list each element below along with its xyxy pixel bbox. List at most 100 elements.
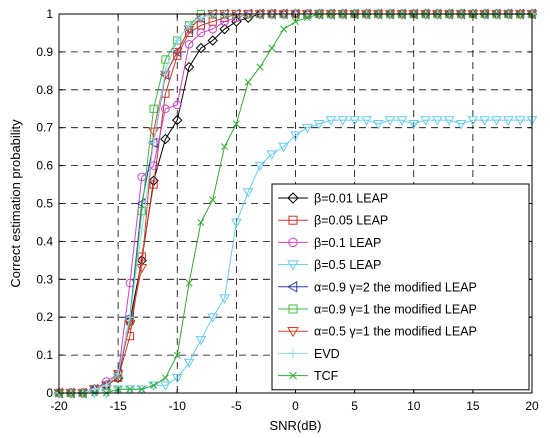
data-point <box>136 264 148 274</box>
legend-marker <box>286 280 298 293</box>
legend-item: α=0.9 γ=1 the modified LEAP <box>278 303 477 317</box>
legend-item: β=0.05 LEAP <box>278 214 388 228</box>
data-point <box>244 78 252 86</box>
data-point <box>420 116 431 126</box>
data-point <box>126 385 134 393</box>
data-point <box>467 116 479 126</box>
legend-marker <box>288 304 298 314</box>
data-point <box>113 369 123 379</box>
data-point <box>161 104 170 114</box>
data-point <box>256 63 264 71</box>
data-point <box>149 138 159 148</box>
data-point <box>479 116 491 126</box>
data-point <box>208 24 218 34</box>
data-point <box>149 104 158 113</box>
legend-box <box>271 183 530 391</box>
y-tick-label: 0.9 <box>36 45 53 59</box>
data-point <box>443 116 455 126</box>
data-point <box>278 142 290 153</box>
data-point <box>195 42 207 54</box>
data-point <box>161 374 169 382</box>
data-point <box>268 44 276 52</box>
data-point <box>266 150 278 160</box>
legend-label: β=0.5 LEAP <box>314 258 381 272</box>
data-point <box>290 131 301 141</box>
legend-marker <box>288 237 298 248</box>
legend-label: α=0.9 γ=1 the modified LEAP <box>314 303 477 317</box>
y-tick-label: 0.6 <box>36 159 53 173</box>
data-point <box>173 351 181 359</box>
data-point <box>160 66 170 76</box>
data-point <box>231 218 242 228</box>
x-tick-label: -20 <box>50 399 68 413</box>
data-point <box>149 161 158 170</box>
x-tick-label: 0 <box>292 399 299 413</box>
legend-marker <box>288 348 298 359</box>
data-point <box>149 180 158 189</box>
data-point <box>384 116 396 126</box>
data-point <box>101 380 111 390</box>
legend-item: β=0.01 LEAP <box>278 192 388 206</box>
data-point <box>408 120 420 130</box>
legend-label: β=0.1 LEAP <box>314 236 381 250</box>
y-tick-label: 0.3 <box>36 272 53 286</box>
legend-label: α=0.5 γ=1 the modified LEAP <box>314 325 477 339</box>
data-point <box>303 14 311 22</box>
y-tick-label: 0.4 <box>36 234 53 248</box>
data-point <box>160 381 171 391</box>
data-point <box>124 385 136 395</box>
legend-marker <box>289 371 297 380</box>
legend-label: β=0.01 LEAP <box>314 192 388 206</box>
x-axis-label: SNR(dB) <box>269 418 321 433</box>
data-point <box>125 312 135 322</box>
x-tick-label: -15 <box>109 399 127 413</box>
legend-label: α=0.9 γ=2 the modified LEAP <box>314 280 477 294</box>
legend-item: EVD <box>278 347 340 361</box>
legend-item: β=0.1 LEAP <box>278 236 381 250</box>
data-point <box>372 120 384 130</box>
data-point <box>160 133 171 145</box>
data-point <box>242 188 254 198</box>
data-point <box>172 100 182 110</box>
data-point <box>455 120 467 130</box>
data-point <box>221 143 229 151</box>
legend-item: α=0.9 γ=2 the modified LEAP <box>278 280 477 294</box>
legend-marker <box>288 215 298 225</box>
data-point <box>184 39 194 49</box>
data-point <box>514 116 526 126</box>
data-point <box>196 28 206 38</box>
data-point <box>89 384 99 394</box>
data-point <box>254 161 266 172</box>
x-tick-label: 15 <box>466 399 480 413</box>
data-point <box>301 123 313 134</box>
legend-item: β=0.5 LEAP <box>278 258 381 272</box>
data-point <box>185 279 193 287</box>
data-point <box>196 13 206 23</box>
legend-label: EVD <box>314 347 340 361</box>
legend-item: α=0.5 γ=1 the modified LEAP <box>278 325 477 339</box>
data-point <box>171 373 183 384</box>
y-tick-label: 1 <box>46 7 53 21</box>
data-point <box>219 23 230 35</box>
data-point <box>432 116 443 126</box>
data-point <box>171 46 182 58</box>
data-point <box>325 116 337 126</box>
data-point <box>136 385 148 395</box>
data-point <box>184 20 194 30</box>
legend-marker <box>287 260 299 271</box>
axis-ticks: -20 -15 -10 -5 0 5 10 15 20 0 0.1 0.2 0.3 0.4 0.5 0.6 0.… <box>36 7 539 413</box>
data-point <box>291 18 300 26</box>
x-tick-label: 10 <box>407 399 421 413</box>
data-point <box>138 385 146 393</box>
data-point <box>207 35 218 46</box>
data-point <box>161 55 170 64</box>
x-tick-label: 5 <box>351 399 358 413</box>
legend-item: TCF <box>278 369 339 383</box>
x-tick-label: -5 <box>231 399 242 413</box>
data-point <box>396 116 408 126</box>
data-point <box>502 116 514 126</box>
data-point <box>197 218 205 226</box>
data-point <box>195 336 207 346</box>
y-axis-label: Correct estimation probability <box>8 119 23 288</box>
data-point <box>491 116 502 126</box>
